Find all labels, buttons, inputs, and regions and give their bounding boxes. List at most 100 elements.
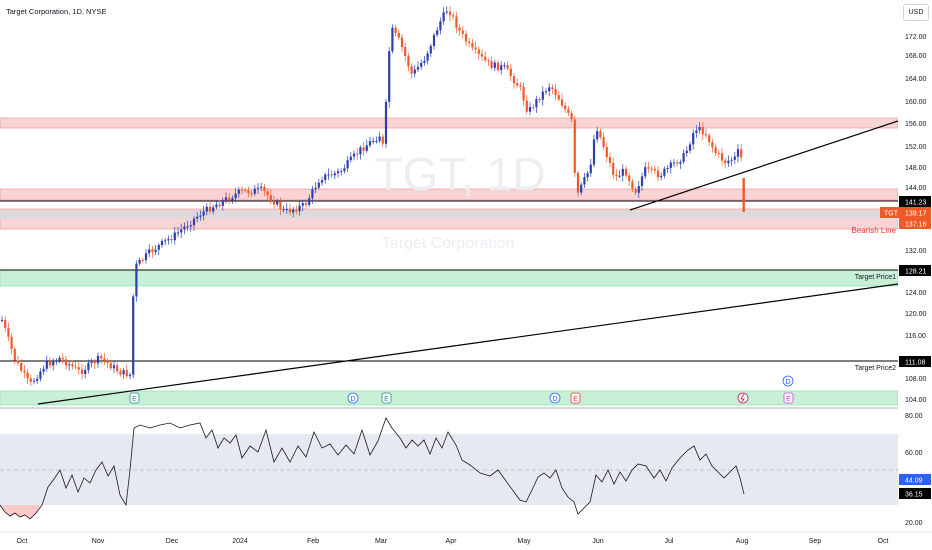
candle-body (61, 357, 64, 360)
svg-text:Jun: Jun (592, 538, 603, 545)
candle-body (682, 153, 685, 162)
candle-body (36, 378, 39, 381)
candle-body (439, 21, 442, 31)
candle-body (532, 107, 535, 109)
candle-body (717, 153, 720, 155)
candle-body (343, 168, 346, 172)
candle-body (311, 189, 314, 199)
candle-body (247, 190, 250, 193)
candle-body (128, 374, 132, 377)
candle-body (42, 368, 45, 372)
candle-body (429, 45, 432, 54)
candle-body (436, 30, 439, 35)
candle-body (544, 91, 548, 93)
earnings-marker-3: E (570, 392, 581, 404)
svg-text:E: E (384, 396, 389, 403)
svg-text:Aug: Aug (736, 538, 749, 545)
candle-body (32, 380, 36, 382)
dividend-marker-3: D (782, 375, 794, 387)
svg-text:E: E (132, 396, 137, 403)
svg-text:E: E (786, 396, 791, 403)
chart-title: Target Corporation, 1D, NYSE (6, 7, 107, 16)
dividend-marker-1: D (347, 392, 359, 404)
candle-body (471, 42, 474, 48)
candle-body (167, 239, 170, 241)
dividend-marker-2: D (549, 392, 561, 404)
svg-text:116.00: 116.00 (905, 333, 926, 340)
candle-body (557, 95, 560, 100)
candle-body (567, 109, 570, 113)
candle-body (669, 162, 672, 168)
candle-body (55, 360, 58, 362)
candle-body (205, 206, 208, 212)
earnings-marker-4: E (783, 392, 794, 404)
candle-body (231, 198, 234, 201)
watermark-symbol: TGT, 1D (374, 148, 545, 200)
candle-body (365, 145, 368, 151)
candle-body (13, 348, 16, 361)
candle-body (263, 186, 266, 192)
candle-body (221, 200, 224, 206)
candle-body (477, 49, 480, 54)
candle-body (256, 187, 260, 189)
candle-body (458, 27, 461, 31)
candle-body (109, 363, 112, 369)
candle-body (730, 159, 733, 161)
currency-button[interactable]: USD (903, 4, 929, 21)
resistance-zone-upper (0, 117, 899, 129)
candle-body (423, 60, 426, 63)
candle-body (58, 357, 61, 361)
candle-body (192, 218, 196, 226)
candle-body (71, 364, 74, 367)
candle-body (660, 175, 663, 178)
svg-text:36.15: 36.15 (905, 492, 923, 499)
svg-text:44.09: 44.09 (905, 478, 923, 485)
candle-body (528, 107, 532, 112)
candle-body (516, 83, 519, 86)
candle-body (141, 259, 144, 261)
candle-body (704, 134, 708, 136)
candle-body (605, 147, 608, 158)
candle-body (20, 363, 23, 371)
svg-text:Sep: Sep (809, 538, 822, 545)
candle-body (650, 168, 653, 170)
svg-text:128.21: 128.21 (905, 269, 927, 276)
svg-text:164.00: 164.00 (905, 76, 927, 83)
candle-body (484, 56, 487, 61)
candle-body (647, 167, 650, 169)
candle-body (253, 188, 256, 194)
candle-body (615, 174, 618, 177)
price-candles (0, 6, 745, 386)
candle-body (576, 172, 580, 193)
candle-body (112, 365, 116, 369)
svg-text:D: D (785, 379, 790, 386)
candle-body (77, 367, 80, 370)
grey-zone (0, 210, 898, 219)
candle-body (522, 86, 525, 101)
candle-body (304, 203, 308, 205)
candle-body (580, 184, 583, 193)
svg-text:168.00: 168.00 (905, 53, 927, 60)
long-trend-line[interactable] (37, 283, 899, 405)
candle-body (602, 137, 605, 148)
candle-body (384, 101, 388, 144)
candle-body (183, 226, 186, 230)
split-icon (737, 392, 749, 404)
svg-text:E: E (573, 396, 578, 403)
candle-body (298, 205, 301, 212)
svg-text:132.00: 132.00 (905, 248, 927, 255)
candle-body (589, 164, 592, 174)
candle-body (48, 361, 52, 366)
svg-text:Mar: Mar (375, 538, 388, 545)
svg-text:152.00: 152.00 (905, 144, 927, 151)
candle-body (388, 51, 391, 102)
bearish-line-label: Bearish Line (852, 226, 897, 235)
svg-text:20.00: 20.00 (905, 520, 923, 527)
candle-body (212, 207, 215, 212)
candle-body (103, 358, 106, 361)
candle-body (164, 240, 167, 242)
candle-body (461, 30, 464, 34)
candle-body (490, 61, 493, 68)
bearish-trend-line[interactable] (629, 120, 899, 211)
